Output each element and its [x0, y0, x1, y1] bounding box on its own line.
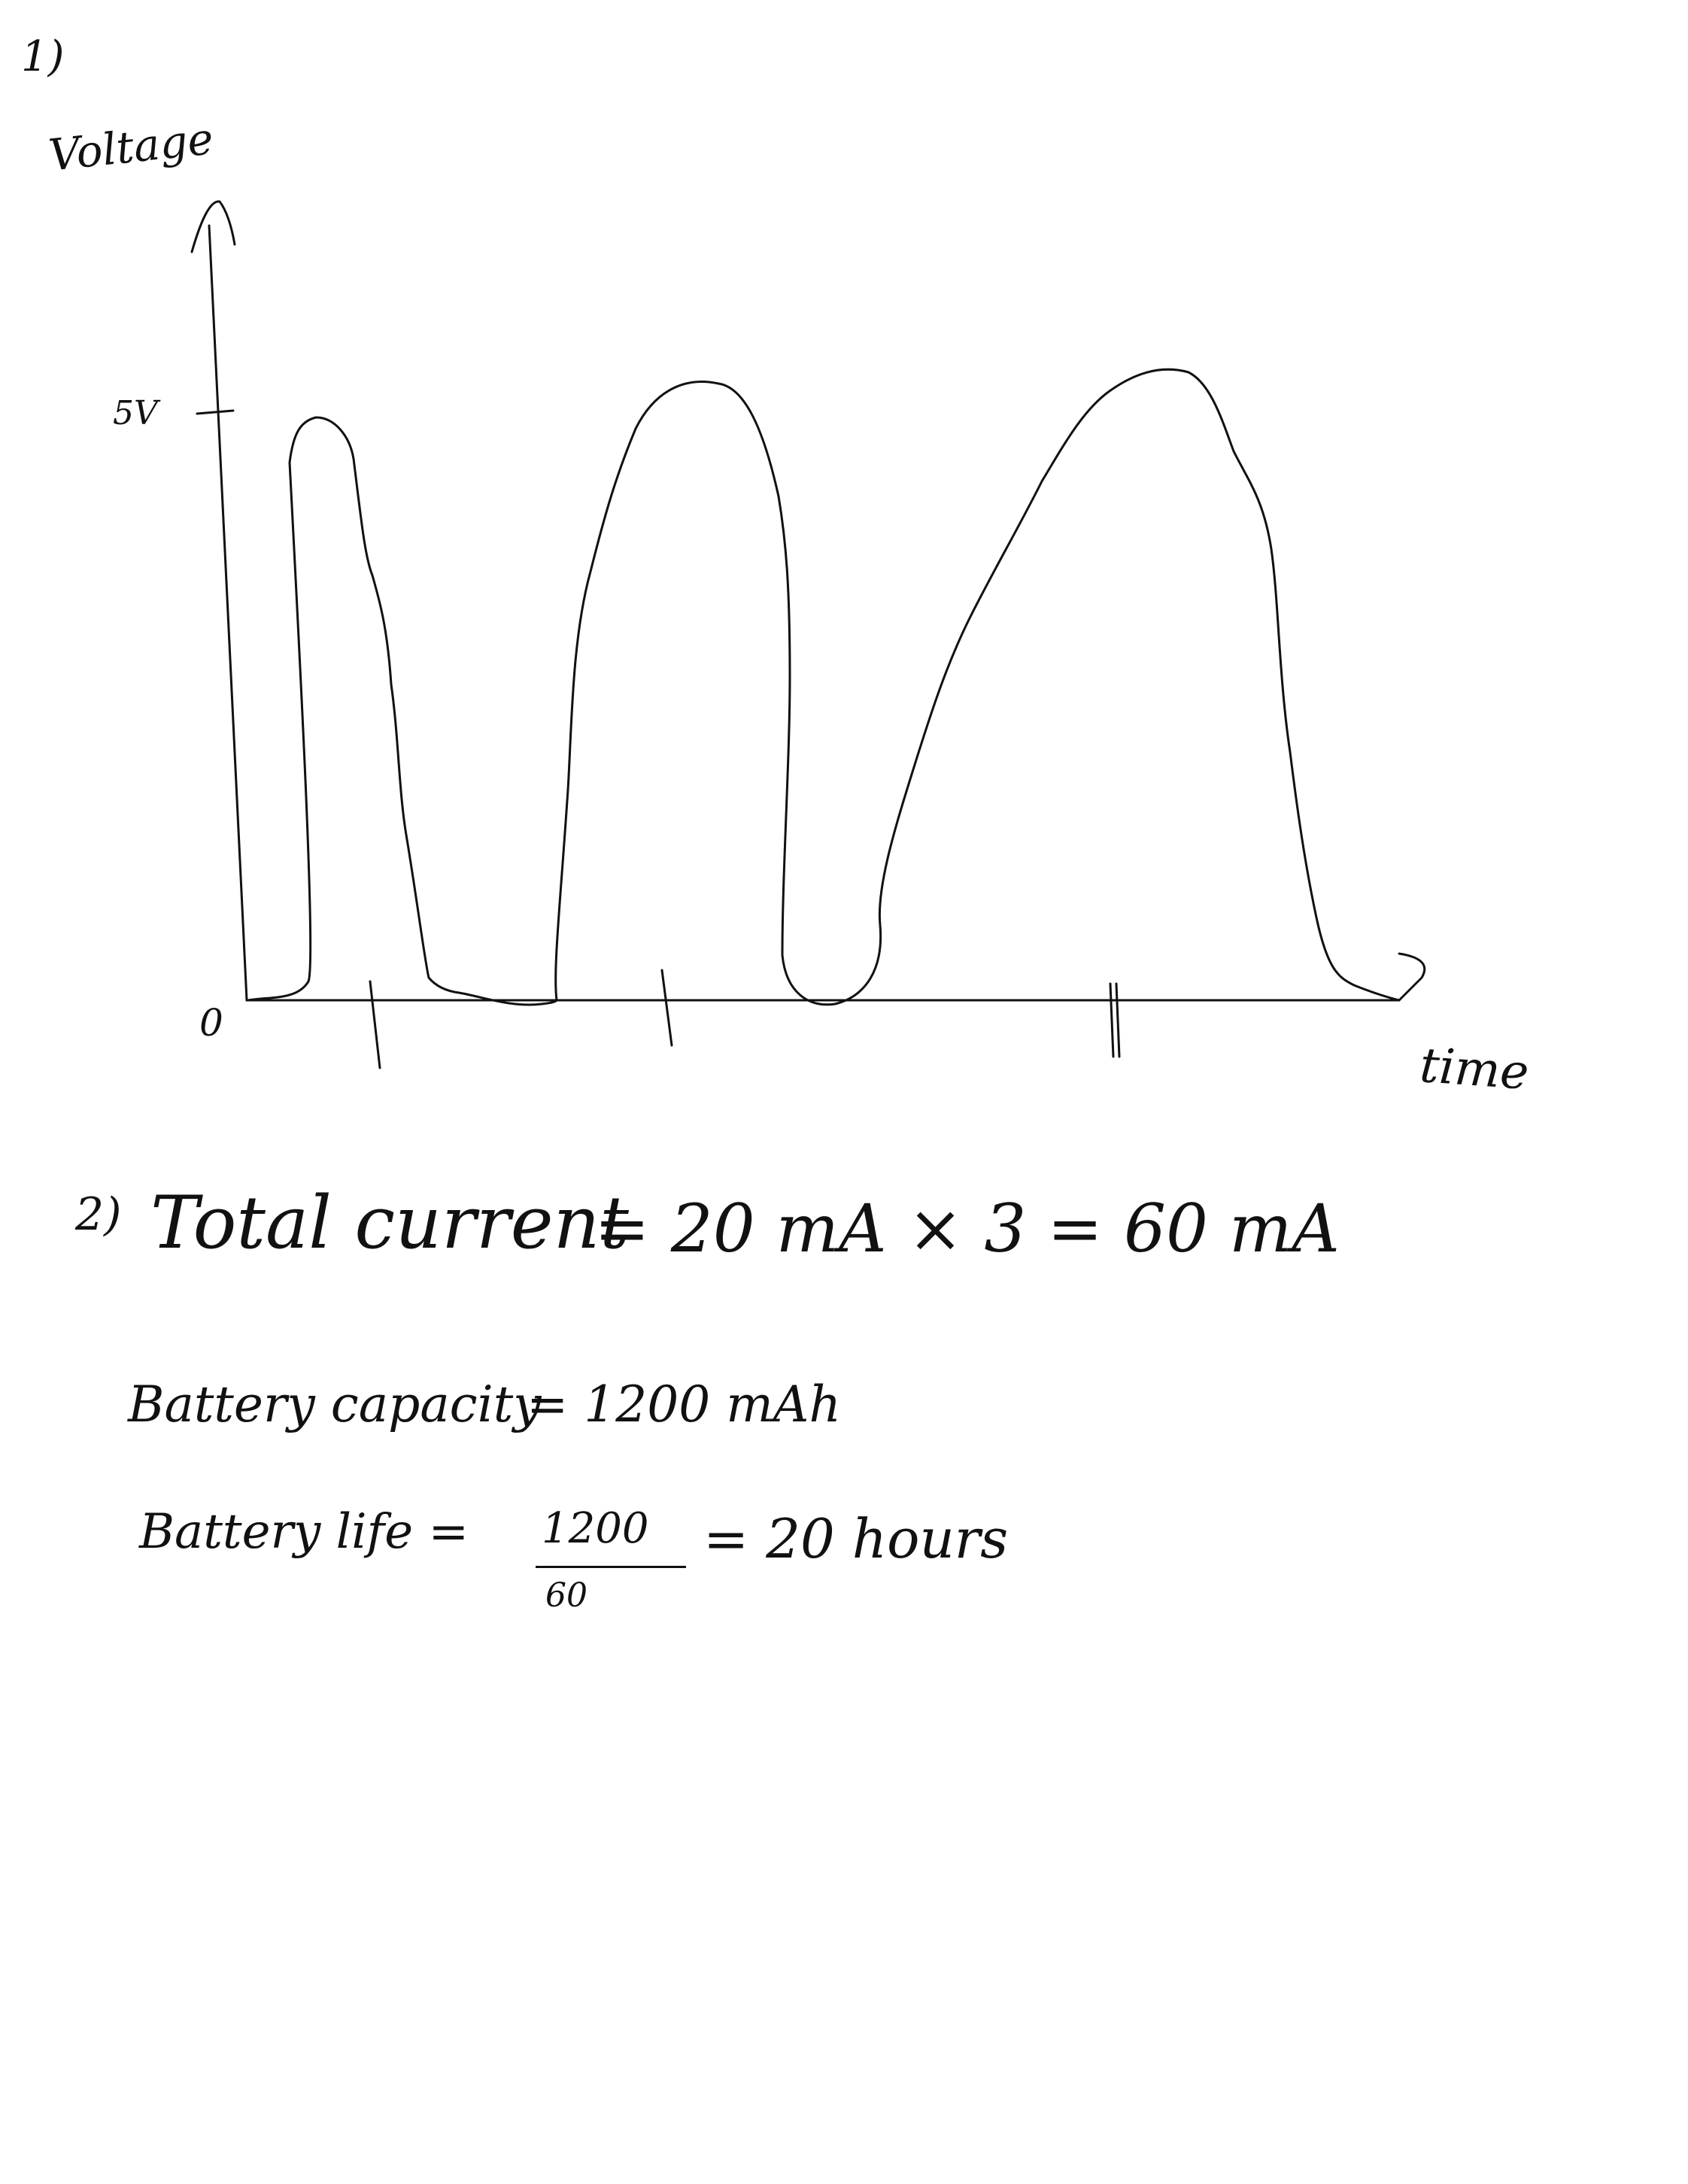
total-current-label: Total current [150, 1181, 629, 1265]
y-axis [208, 224, 248, 1002]
waveform-line [247, 368, 1401, 1006]
battery-life-numerator: 1200 [542, 1504, 649, 1553]
x-axis-arrow-icon [1398, 952, 1426, 1002]
total-current-expression: = 20 mA × 3 = 60 mA [594, 1190, 1340, 1267]
fraction-bar [536, 1566, 686, 1568]
battery-life-result: = 20 hours [703, 1507, 1009, 1570]
y-tick-label: 5V [113, 394, 158, 432]
y-tick-5v [196, 409, 235, 415]
y-axis-arrow-icon [190, 200, 236, 253]
question-2-number: 2) [75, 1188, 122, 1241]
x-tick-2 [660, 969, 673, 1047]
x-tick-1 [369, 980, 381, 1069]
origin-label: 0 [199, 1001, 223, 1045]
x-tick-3 [1115, 982, 1121, 1058]
battery-life-denominator: 60 [545, 1576, 587, 1615]
battery-life-label: Battery life = [139, 1504, 469, 1560]
voltage-time-sketch [190, 200, 1426, 1069]
x-axis-label: time [1418, 1038, 1531, 1101]
x-tick-3b [1109, 982, 1115, 1058]
battery-capacity-label: Battery capacity [128, 1376, 542, 1433]
question-1-number: 1) [21, 32, 65, 81]
battery-capacity-value: = 1200 mAh [527, 1376, 841, 1433]
